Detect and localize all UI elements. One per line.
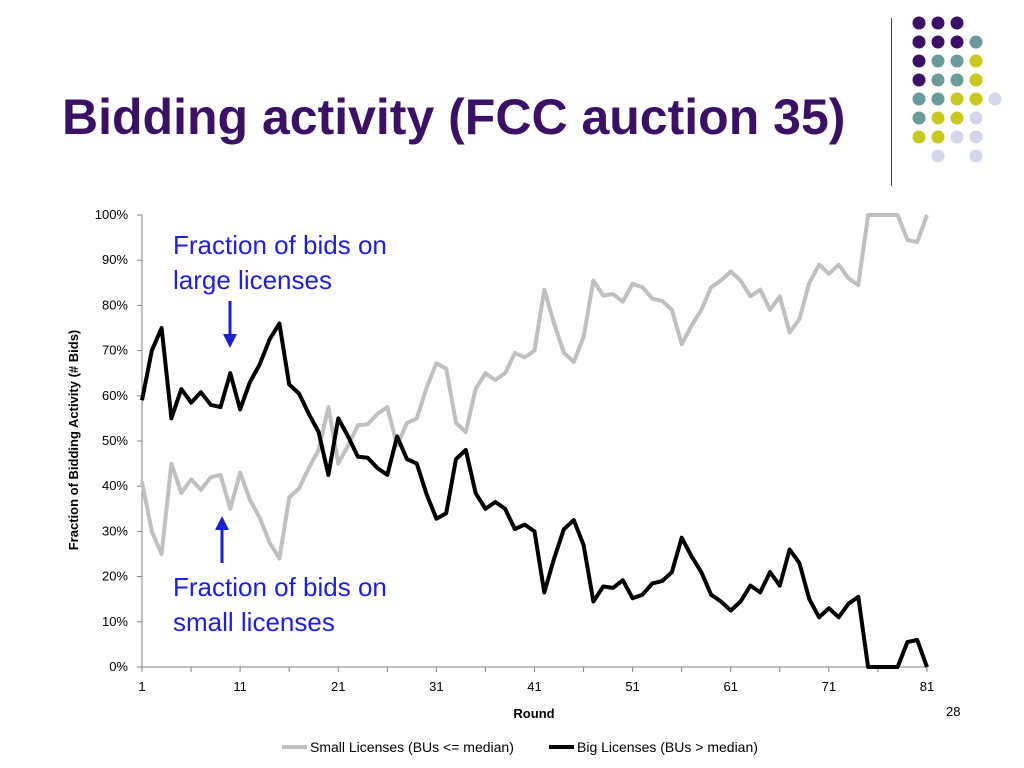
decorative-dot [950,35,964,49]
decorative-dot [950,16,964,30]
annotation-arrows [215,301,237,563]
decorative-dot [969,92,983,106]
x-tick-label: 41 [527,679,541,694]
y-tick-label: 10% [102,614,128,629]
decorative-dot [969,54,983,68]
decorative-dot [931,111,945,125]
x-axis-label: Round [513,706,554,721]
y-tick-label: 30% [102,523,128,538]
y-axis-label: Fraction of Bidding Activity (# Bids) [66,330,81,551]
annotation-small-line-1: Fraction of bids on [173,572,387,602]
y-tick-labels: 0% 10% 20% 30% 40% 50% 60% 70% 80% 90% 100% [95,207,142,674]
x-tick-label: 51 [625,679,639,694]
decorative-dot [912,16,926,30]
decorative-divider [891,18,892,186]
series-lines [140,213,929,669]
bidding-activity-chart: 0%10%20%30%40%50%60%70%80%90%100% 1 11 21 3… [66,207,934,755]
decorative-dot [988,92,1002,106]
decorative-dot [931,92,945,106]
decorative-dot [912,73,926,87]
decorative-dot [931,35,945,49]
y-tick-label: 20% [102,569,128,584]
y-tick-label: 50% [102,433,128,448]
series-line-big-licenses [140,321,929,669]
x-tick-labels: 1 11 21 31 41 51 61 71 81 [138,667,934,694]
x-tick-label: 71 [822,679,836,694]
page-number: 28 [946,704,961,719]
x-tick-label: 21 [331,679,345,694]
arrow-up-icon [215,516,229,530]
decorative-dot [912,54,926,68]
y-tick-label: 90% [102,252,128,267]
decorative-dot-grid [912,16,1002,163]
decorative-dot [931,73,945,87]
decorative-dot [931,149,945,163]
decorative-dot [950,92,964,106]
decorative-dot [969,35,983,49]
decorative-dot [931,130,945,144]
annotation-large-line-2: large licenses [173,265,332,295]
y-tick-label: 100% [95,207,129,222]
decorative-dot [912,111,926,125]
decorative-dot [912,130,926,144]
x-tick-label: 61 [724,679,738,694]
decorative-dot [969,73,983,87]
y-tick-label: 80% [102,297,128,312]
y-tick-label: 60% [102,388,128,403]
legend-label-big: Big Licenses (BUs > median) [577,739,758,755]
x-tick-label: 81 [920,679,934,694]
decorative-dot [931,16,945,30]
x-tick-label: 11 [233,679,247,694]
decorative-dot [950,111,964,125]
legend-label-small: Small Licenses (BUs <= median) [310,739,514,755]
annotation-large-line-1: Fraction of bids on [173,230,387,260]
decorative-dot [969,130,983,144]
decorative-dot [969,149,983,163]
x-tick-label: 1 [138,679,145,694]
decorative-dot [950,130,964,144]
annotation-small-line-2: small licenses [173,607,335,637]
decorative-dot [931,54,945,68]
decorative-dot [950,73,964,87]
y-tick-label: 70% [102,343,128,358]
arrow-down-icon [223,334,237,348]
series-line-small-licenses [140,213,929,561]
chart-legend: Small Licenses (BUs <= median) Big Licen… [282,739,758,755]
annotation-large-licenses: Fraction of bids on large licenses [173,228,387,298]
decorative-dot [912,92,926,106]
decorative-dot [912,35,926,49]
y-tick-label: 40% [102,478,128,493]
decorative-dot [950,54,964,68]
annotation-small-licenses: Fraction of bids on small licenses [173,570,387,640]
y-tick-label: 0% [109,659,128,674]
decorative-dot [969,111,983,125]
slide-title: Bidding activity (FCC auction 35) [62,89,846,145]
x-tick-label: 31 [429,679,443,694]
